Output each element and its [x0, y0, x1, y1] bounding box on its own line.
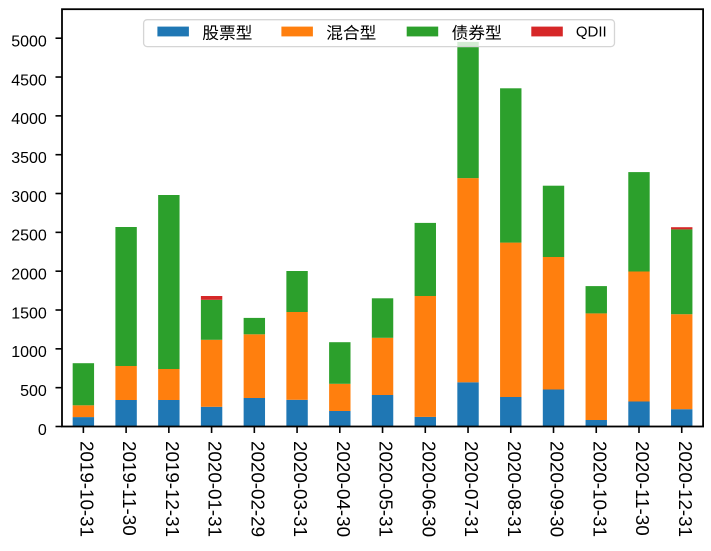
svg-text:4000: 4000 [11, 111, 47, 128]
svg-text:2500: 2500 [11, 228, 47, 245]
svg-text:4500: 4500 [11, 72, 47, 89]
svg-text:3000: 3000 [11, 189, 47, 206]
svg-text:5000: 5000 [11, 34, 47, 51]
svg-text:2020-04-30: 2020-04-30 [333, 441, 354, 537]
svg-text:3500: 3500 [11, 150, 47, 167]
svg-text:0: 0 [38, 422, 47, 439]
svg-text:2020-01-31: 2020-01-31 [205, 441, 226, 537]
svg-text:2019-10-31: 2019-10-31 [76, 441, 97, 537]
svg-text:QDII: QDII [576, 24, 607, 41]
svg-text:2020-10-31: 2020-10-31 [589, 441, 610, 537]
svg-text:2020-07-31: 2020-07-31 [461, 441, 482, 537]
svg-text:2020-02-29: 2020-02-29 [247, 441, 268, 537]
svg-text:2020-09-30: 2020-09-30 [547, 441, 568, 537]
svg-text:2020-05-31: 2020-05-31 [376, 441, 397, 537]
svg-text:2020-12-31: 2020-12-31 [675, 441, 696, 537]
svg-text:2019-12-31: 2019-12-31 [162, 441, 183, 537]
svg-text:2020-03-31: 2020-03-31 [290, 441, 311, 537]
svg-text:2019-11-30: 2019-11-30 [119, 441, 140, 536]
svg-text:2020-11-30: 2020-11-30 [632, 441, 653, 536]
svg-text:2020-06-30: 2020-06-30 [418, 441, 439, 537]
svg-text:500: 500 [20, 383, 47, 400]
svg-text:1000: 1000 [11, 344, 47, 361]
svg-text:2020-08-31: 2020-08-31 [504, 441, 525, 537]
svg-text:1500: 1500 [11, 305, 47, 322]
svg-text:2000: 2000 [11, 266, 47, 283]
